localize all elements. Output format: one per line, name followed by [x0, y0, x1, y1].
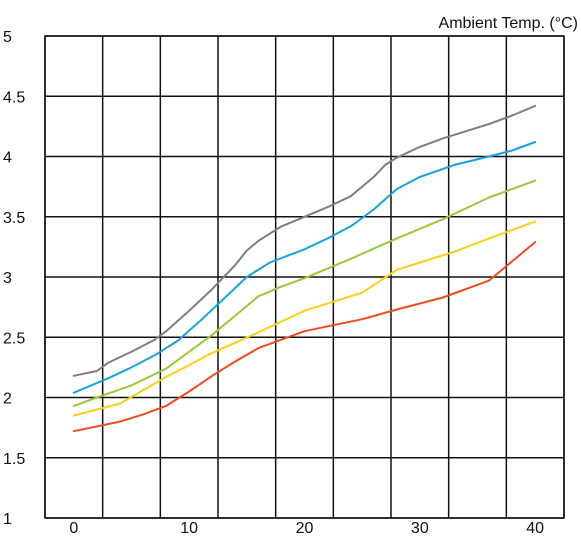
- y-tick-label-7: 4.5: [3, 89, 25, 106]
- plot-border: [44, 35, 565, 519]
- y-tick-label-3: 2.5: [3, 330, 25, 347]
- y-tick-label-6: 4: [3, 150, 12, 167]
- x-tick-label-4: 40: [526, 520, 544, 537]
- plot-frame: [44, 35, 565, 519]
- y-tick-labels: 1 1.5 2 2.5 3 3.5 4 4.5 5: [3, 29, 25, 528]
- y-tick-label-5: 3.5: [3, 210, 25, 227]
- y-tick-label-1: 1.5: [3, 451, 25, 468]
- y-tick-label-2: 2: [3, 391, 12, 408]
- series-line-2: [72, 179, 537, 407]
- series-lines: [72, 104, 537, 433]
- x-tick-label-3: 30: [411, 520, 429, 537]
- x-tick-labels: 0 10 20 30 40: [69, 520, 544, 537]
- x-tick-label-0: 0: [69, 520, 78, 537]
- y-tick-label-4: 3: [3, 270, 12, 287]
- y-tick-label-8: 5: [3, 29, 12, 46]
- series-line-1: [72, 141, 537, 394]
- x-tick-label-2: 20: [296, 520, 314, 537]
- y-tick-label-0: 1: [3, 511, 12, 528]
- grid-lines: [44, 35, 565, 519]
- series-line-0: [72, 104, 537, 377]
- x-axis-title: Ambient Temp. (°C): [439, 15, 578, 32]
- x-tick-label-1: 10: [180, 520, 198, 537]
- series-line-4: [72, 241, 537, 433]
- series-line-3: [72, 220, 537, 417]
